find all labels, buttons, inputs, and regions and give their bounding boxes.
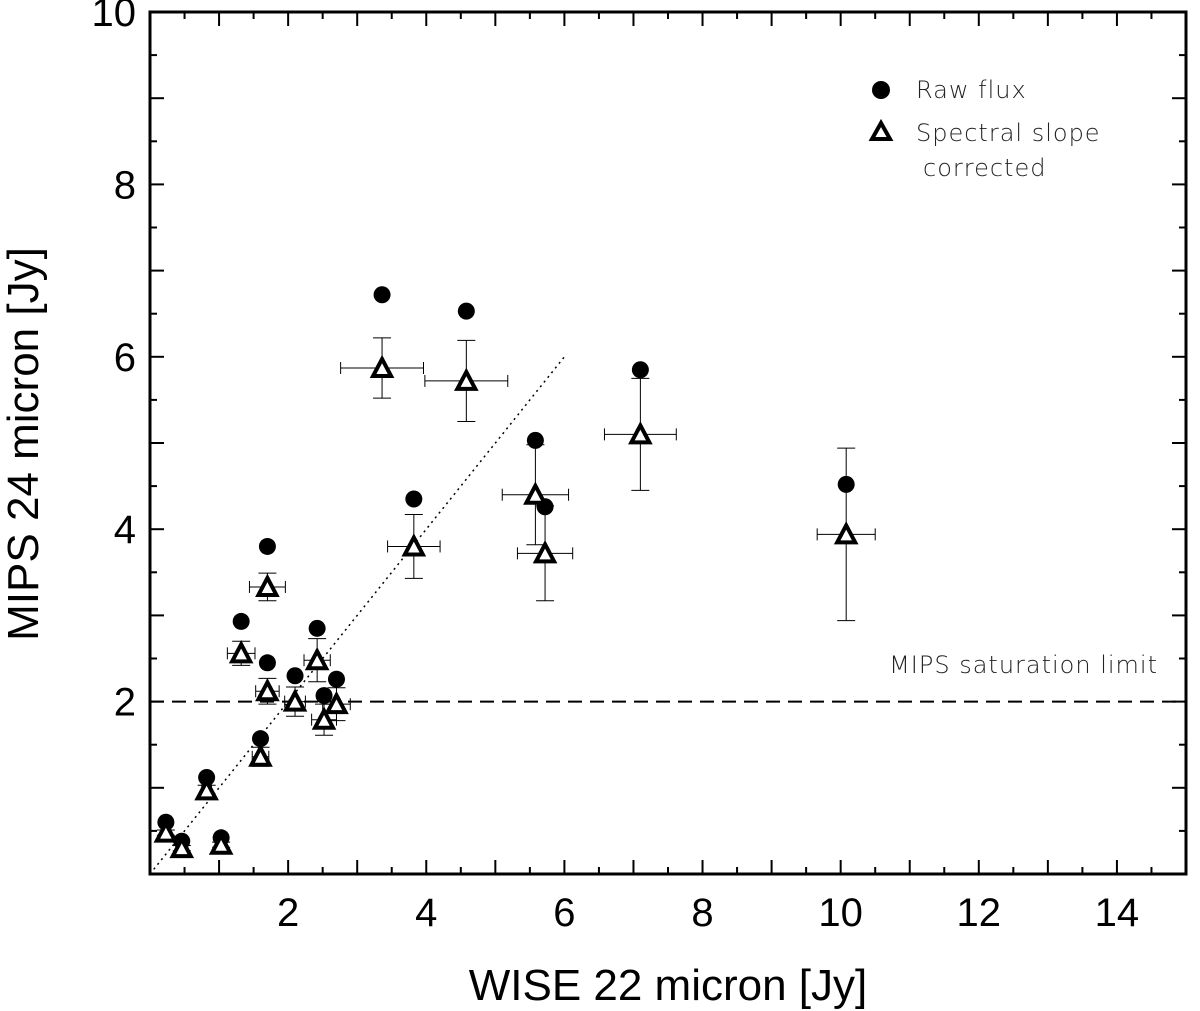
raw-flux-point [286, 667, 304, 685]
slope-corrected-point [833, 521, 859, 545]
raw-flux-point [308, 619, 326, 637]
saturation-label: MIPS saturation limit [889, 651, 1158, 679]
y-axis-title: MIPS 24 micron [Jy] [0, 247, 48, 641]
y-tick-label: 8 [114, 163, 136, 207]
legend-marker-slope-corrected [868, 118, 894, 141]
axis-ticks [149, 11, 1187, 875]
reference-lines [149, 356, 1186, 875]
slope-corrected-point [194, 777, 219, 801]
raw-flux-point [631, 361, 649, 379]
one-to-one-line [149, 356, 565, 875]
slope-corrected-point [324, 690, 349, 715]
legend-label-slope-corrected-line2: corrected [923, 154, 1046, 182]
slope-corrected-point [304, 646, 330, 671]
raw-flux-point [258, 654, 276, 672]
data-points [153, 286, 859, 859]
raw-flux-point [405, 490, 423, 508]
x-tick-label: 4 [415, 891, 437, 935]
y-tick-label: 6 [114, 336, 136, 380]
slope-corrected-point [248, 743, 273, 767]
slope-corrected-point [532, 540, 558, 564]
x-tick-label: 2 [277, 891, 299, 935]
slope-corrected-point [454, 367, 479, 391]
raw-flux-point [315, 687, 333, 705]
raw-flux-point [457, 302, 475, 320]
raw-flux-point [258, 537, 276, 555]
x-tick-label: 10 [818, 891, 863, 935]
x-tick-label: 6 [553, 891, 575, 935]
slope-corrected-point [523, 481, 548, 505]
slope-corrected-point [311, 706, 337, 730]
raw-flux-point [232, 612, 250, 630]
slope-corrected-point [153, 819, 179, 843]
raw-flux-point [526, 431, 544, 449]
axis-tick-labels: 2 4 6 8 10 12 14 2 4 6 8 10 [92, 0, 1140, 935]
slope-corrected-point [628, 421, 653, 445]
raw-flux-point [252, 730, 270, 748]
slope-corrected-point [255, 677, 280, 702]
legend-label-raw-flux: Raw flux [916, 76, 1027, 104]
y-tick-label: 4 [114, 508, 136, 552]
slope-corrected-point [282, 688, 308, 712]
raw-flux-point [327, 670, 345, 688]
x-axis-title: WISE 22 micron [Jy] [469, 961, 868, 1010]
raw-flux-point [837, 475, 855, 493]
slope-corrected-point [369, 354, 395, 379]
slope-corrected-point [208, 831, 234, 855]
slope-corrected-point [228, 640, 254, 664]
y-tick-label: 10 [92, 0, 137, 35]
slope-corrected-point [255, 573, 280, 597]
y-tick-label: 2 [114, 681, 136, 725]
x-tick-label: 14 [1095, 891, 1140, 935]
legend: Raw flux Spectral slope corrected [868, 76, 1101, 182]
raw-flux-point [373, 286, 391, 304]
legend-label-slope-corrected: Spectral slope [916, 119, 1101, 147]
x-tick-label: 8 [691, 891, 713, 935]
slope-corrected-point [401, 533, 427, 557]
slope-corrected-point [169, 834, 195, 859]
x-tick-label: 12 [957, 891, 1002, 935]
legend-marker-raw-flux [872, 81, 890, 99]
